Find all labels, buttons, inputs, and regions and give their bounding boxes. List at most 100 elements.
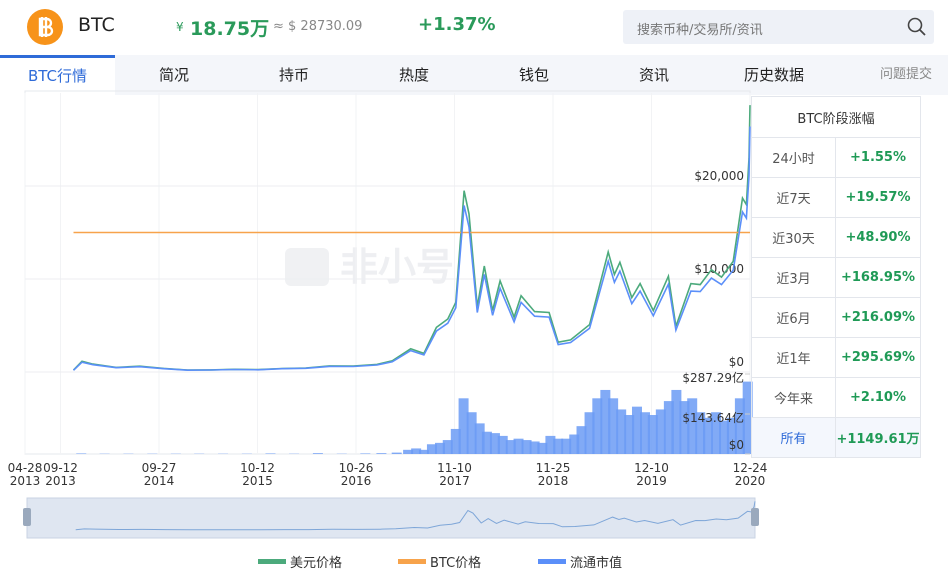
navigator-handle[interactable] [23, 508, 31, 526]
x-tick-label: 10-26 [339, 461, 374, 475]
tab[interactable]: 资讯 [638, 66, 669, 84]
volume-bar [434, 442, 445, 454]
volume-bar [600, 389, 611, 454]
tab[interactable]: 问题提交 [879, 67, 932, 82]
search-placeholder: 搜索币种/交易所/资讯 [637, 23, 763, 38]
volume-bar [418, 449, 429, 454]
legend-label[interactable]: BTC价格 [430, 555, 481, 571]
row-label: 今年来 [752, 378, 836, 417]
price: 18.75万 [190, 18, 270, 40]
volume-bar [466, 412, 477, 454]
search-icon[interactable] [907, 17, 927, 37]
usd-price: ≈ $ 28730.09 [273, 19, 363, 34]
row-value: +168.95% [840, 270, 916, 285]
search-box[interactable]: 搜索币种/交易所/资讯 [623, 10, 934, 44]
x-tick-label: 2017 [439, 474, 470, 488]
volume-bar [592, 398, 603, 454]
tab[interactable]: BTC行情 [0, 55, 115, 95]
y-tick-label: $143.64亿 [682, 410, 744, 425]
navigator-handle[interactable] [751, 508, 759, 526]
legend-swatch[interactable] [398, 559, 426, 564]
volume-bar [687, 398, 698, 454]
volume-bar [584, 412, 595, 454]
table-row: 近30天 +48.90% [752, 217, 920, 257]
y-tick-label: $287.29亿 [682, 370, 744, 385]
watermark-logo [285, 248, 329, 286]
volume-bar [489, 433, 500, 454]
volume-bar [442, 440, 453, 454]
tab[interactable]: 钱包 [518, 66, 549, 84]
volume-bar [576, 426, 587, 454]
volume-bar [426, 444, 437, 454]
currency-sign: ¥ [176, 20, 184, 34]
legend-label[interactable]: 美元价格 [290, 555, 342, 571]
x-tick-label: 2013 [45, 474, 76, 488]
x-tick-label: 04-28 [8, 461, 43, 475]
x-tick-label: 09-12 [43, 461, 78, 475]
volume-bar [679, 401, 690, 454]
x-tick-label: 10-12 [240, 461, 275, 475]
row-value: +295.69% [840, 350, 916, 365]
legend-swatch[interactable] [538, 559, 566, 564]
volume-bar [76, 453, 87, 454]
coin-icon [27, 9, 63, 45]
stage-gain-table: BTC阶段涨幅 24小时 +1.55% 近7天 +19.57% 近30天 +48.90% 近… [751, 96, 921, 458]
row-value: +216.09% [840, 310, 916, 325]
volume-bar [703, 417, 714, 454]
x-tick-label: 11-25 [536, 461, 571, 475]
x-tick-label: 2020 [735, 474, 766, 488]
volume-bar [655, 409, 666, 454]
volume-bar [537, 442, 548, 454]
x-tick-label: 2013 [10, 474, 41, 488]
table-row: 24小时 +1.55% [752, 137, 920, 177]
legend-swatch[interactable] [258, 559, 286, 564]
volume-bar [569, 434, 580, 454]
y-tick-label: $20,000 [694, 169, 744, 183]
x-tick-label: 2014 [144, 474, 175, 488]
row-label: 近7天 [752, 178, 836, 217]
volume-bar [545, 435, 556, 454]
tab[interactable]: 热度 [398, 66, 429, 84]
series-line [72, 126, 751, 372]
x-tick-label: 12-10 [634, 461, 669, 475]
x-tick-label: 11-10 [437, 461, 472, 475]
table-title: BTC阶段涨幅 [797, 111, 875, 127]
y-tick-label: $0 [729, 355, 744, 369]
volume-bar [647, 415, 658, 454]
tab[interactable]: 历史数据 [743, 66, 804, 84]
table-row: 近1年 +295.69% [752, 337, 920, 377]
row-value: +2.10% [850, 390, 906, 405]
row-label[interactable]: 所有 [752, 418, 836, 457]
volume-bar [450, 428, 461, 454]
row-label: 24小时 [752, 138, 836, 177]
watermark: 非小号 [340, 245, 454, 289]
volume-bar [360, 453, 371, 454]
volume-bar [711, 412, 722, 454]
row-label: 近3月 [752, 258, 836, 297]
row-value: +48.90% [845, 230, 911, 245]
legend-label[interactable]: 流通市值 [570, 555, 622, 571]
x-tick-label: 09-27 [142, 461, 177, 475]
x-tick-label: 2018 [538, 474, 569, 488]
tab[interactable]: 简况 [158, 66, 189, 84]
volume-bar [671, 389, 682, 454]
volume-bar [726, 417, 737, 454]
tab[interactable]: 持币 [278, 66, 309, 84]
table-row: 近6月 +216.09% [752, 297, 920, 337]
volume-bar [719, 420, 730, 454]
row-value: +1.55% [850, 150, 906, 165]
x-tick-label: 2016 [341, 474, 372, 488]
volume-bar [513, 438, 524, 454]
y-tick-label: $0 [729, 438, 744, 452]
volume-bar [497, 435, 508, 454]
row-value: +19.57% [845, 190, 911, 205]
volume-bar [561, 438, 572, 454]
volume-bar [391, 452, 402, 454]
series-line [72, 105, 751, 371]
volume-bar [474, 423, 485, 454]
x-tick-label: 2015 [242, 474, 273, 488]
volume-bar [608, 398, 619, 454]
volume-bar [411, 448, 422, 454]
